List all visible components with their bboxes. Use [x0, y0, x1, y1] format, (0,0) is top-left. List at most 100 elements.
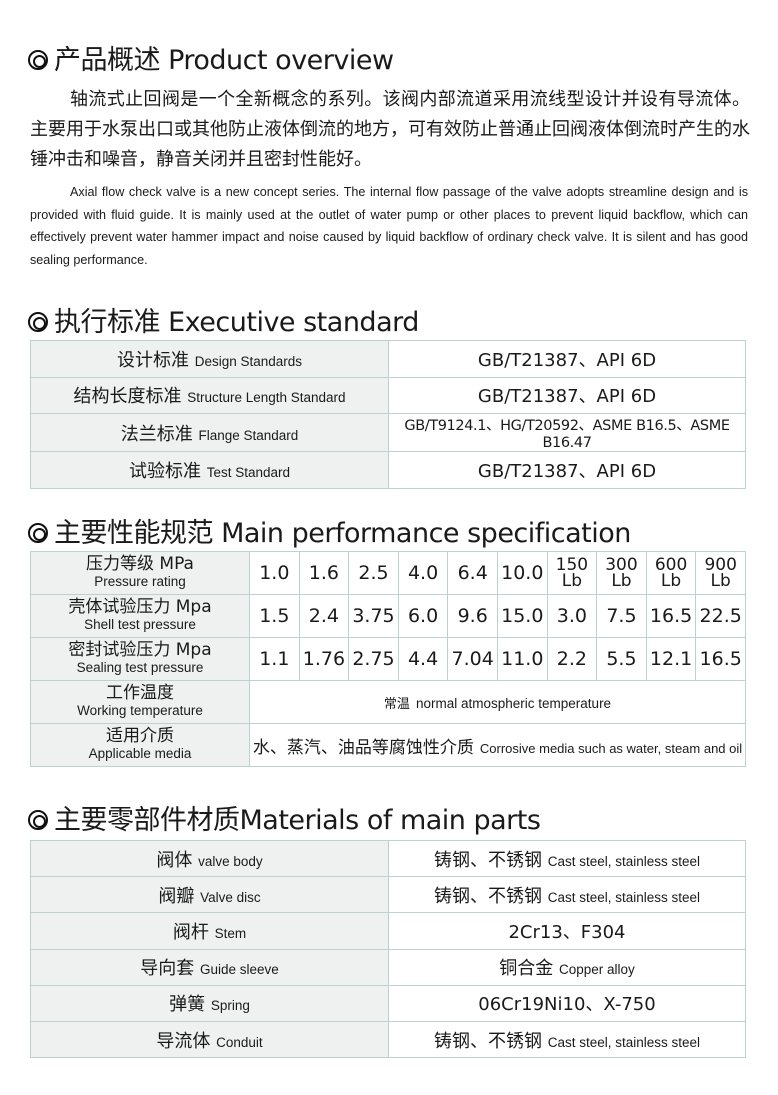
standard-table: 设计标准 Design Standards GB/T21387、API 6D 结构长…: [30, 340, 746, 489]
table-row: 设计标准 Design Standards GB/T21387、API 6D: [30, 340, 746, 378]
spec-value: 2.5: [348, 551, 399, 595]
spec-value: 16.5: [645, 594, 697, 638]
value-en: Cast steel, stainless steel: [547, 853, 701, 869]
spec-value: 2.2: [546, 637, 598, 681]
spec-value: 22.5: [695, 594, 746, 638]
label-en: Spring: [210, 998, 250, 1014]
table-row: 密封试验压力 Mpa Sealing test pressure 1.1 1.76 2.…: [30, 637, 746, 681]
table-row: 压力等级 MPa Pressure rating 1.0 1.6 2.5 4.0 6.4 10…: [30, 551, 746, 595]
value: GB/T9124.1、HG/T20592、ASME B16.5、ASME B16…: [404, 418, 730, 451]
spec-value: 900 Lb: [695, 551, 746, 595]
class-number: 900: [704, 555, 737, 575]
spec-value: 1.5: [249, 594, 300, 638]
material-value: 铸钢、不锈钢 Cast steel, stainless steel: [388, 876, 746, 914]
table-row: 阀杆 Stem 2Cr13、F304: [30, 912, 746, 950]
spec-label: 工作温度 Working temperature: [30, 680, 250, 724]
spec-value: 3.75: [348, 594, 399, 638]
label-cn: 阀体: [156, 849, 193, 871]
section-heading-overview: 产品概述 Product overview: [28, 38, 394, 77]
label-cn: 密封试验压力 Mpa: [68, 640, 212, 660]
value-en: Corrosive media such as water, steam and…: [479, 740, 743, 756]
class-number: 300: [605, 555, 638, 575]
materials-table: 阀体 valve body 铸钢、不锈钢 Cast steel, stainles…: [30, 839, 746, 1059]
label-cn: 设计标准: [116, 349, 189, 371]
label-en: Design Standards: [194, 353, 303, 369]
label-en: Conduit: [216, 1034, 263, 1050]
part-label: 阀瓣 Valve disc: [30, 876, 389, 914]
spec-value: 15.0: [496, 594, 548, 638]
label-en: Pressure rating: [94, 574, 186, 589]
label-en: Valve disc: [200, 889, 261, 905]
table-row: 试验标准 Test Standard GB/T21387、API 6D: [30, 451, 746, 489]
value: GB/T21387、API 6D: [477, 349, 657, 371]
spec-value: 1.0: [249, 551, 300, 595]
label-cn: 试验标准: [128, 460, 201, 482]
table-row: 壳体试验压力 Mpa Shell test pressure 1.5 2.4 3.75 6…: [30, 594, 746, 638]
label-cn: 结构长度标准: [73, 386, 182, 408]
label-cn: 法兰标准: [120, 423, 193, 445]
label-cn: 导向套: [140, 958, 195, 980]
performance-table: 压力等级 MPa Pressure rating 1.0 1.6 2.5 4.0 6.4 10…: [30, 551, 746, 767]
class-unit: Lb: [660, 571, 682, 591]
double-circle-icon: [28, 523, 48, 543]
double-circle-icon: [28, 50, 48, 70]
value-cn: 06Cr19Ni10、X-750: [478, 994, 656, 1016]
table-row: 阀瓣 Valve disc 铸钢、不锈钢 Cast steel, stainles…: [30, 876, 746, 914]
part-label: 阀杆 Stem: [30, 912, 389, 950]
label-en: Flange Standard: [198, 427, 299, 443]
part-label: 导流体 Conduit: [30, 1020, 389, 1059]
class-unit: Lb: [561, 571, 582, 591]
table-row: 弹簧 Spring 06Cr19Ni10、X-750: [30, 984, 746, 1022]
double-circle-icon: [28, 810, 48, 830]
spec-value: 16.5: [695, 637, 746, 681]
label-cn: 阀杆: [172, 921, 209, 943]
material-value: 铜合金 Copper alloy: [388, 948, 746, 986]
spec-value: 7.5: [596, 594, 647, 638]
label-cn: 阀瓣: [158, 885, 195, 907]
spec-value: 12.1: [645, 637, 697, 681]
part-label: 导向套 Guide sleeve: [30, 948, 389, 986]
label-en: Shell test pressure: [84, 617, 196, 632]
spec-value: 6.0: [397, 594, 449, 638]
label-cn: 适用介质: [106, 726, 174, 746]
label-cn: 压力等级 MPa: [86, 554, 194, 574]
label-en: Test Standard: [206, 464, 291, 480]
spec-value: 300 Lb: [596, 551, 647, 595]
value-cn: 常温: [383, 697, 410, 712]
section-heading-materials: 主要零部件材质Materials of main parts: [28, 798, 541, 837]
spec-label: 壳体试验压力 Mpa Shell test pressure: [30, 594, 250, 638]
spec-label: 压力等级 MPa Pressure rating: [30, 551, 250, 595]
spec-value: 6.4: [447, 551, 498, 595]
section-heading-standard: 执行标准 Executive standard: [28, 300, 419, 339]
value-cn: 水、蒸汽、油品等腐蚀性介质: [252, 737, 474, 758]
standard-label: 试验标准 Test Standard: [30, 451, 389, 489]
spec-label: 密封试验压力 Mpa Sealing test pressure: [30, 637, 250, 681]
spec-value: 水、蒸汽、油品等腐蚀性介质 Corrosive media such as wa…: [249, 723, 746, 767]
table-row: 阀体 valve body 铸钢、不锈钢 Cast steel, stainles…: [30, 839, 746, 878]
class-unit: Lb: [710, 571, 731, 591]
spec-value: 4.4: [397, 637, 449, 681]
part-label: 阀体 valve body: [30, 839, 389, 878]
table-row: 工作温度 Working temperature 常温 normal atmosph…: [30, 680, 746, 724]
standard-label: 结构长度标准 Structure Length Standard: [30, 376, 389, 414]
value-cn: 铸钢、不锈钢: [433, 1030, 542, 1052]
class-unit: Lb: [611, 571, 632, 591]
overview-en-text: Axial flow check valve is a new concept …: [30, 185, 748, 267]
spec-value: 600 Lb: [645, 551, 697, 595]
label-en: Structure Length Standard: [187, 390, 346, 406]
spec-value: 3.0: [546, 594, 598, 638]
class-number: 150: [555, 555, 589, 575]
label-en: Stem: [214, 925, 247, 941]
overview-cn-text: 轴流式止回阀是一个全新概念的系列。该阀内部流道采用流线型设计并设有导流体。主要用…: [30, 89, 750, 170]
label-cn: 弹簧: [169, 994, 206, 1016]
table-row: 导向套 Guide sleeve 铜合金 Copper alloy: [30, 948, 746, 986]
value-en: Copper alloy: [558, 962, 635, 978]
spec-value: 5.5: [596, 637, 647, 681]
material-value: 铸钢、不锈钢 Cast steel, stainless steel: [388, 839, 746, 878]
spec-value: 2.4: [298, 594, 350, 638]
section-heading-performance: 主要性能规范 Main performance specification: [28, 511, 631, 550]
spec-value: 10.0: [496, 551, 548, 595]
value-cn: 铸钢、不锈钢: [433, 885, 542, 907]
value: GB/T21387、API 6D: [477, 460, 657, 482]
value-en: Cast steel, stainless steel: [547, 1034, 701, 1050]
